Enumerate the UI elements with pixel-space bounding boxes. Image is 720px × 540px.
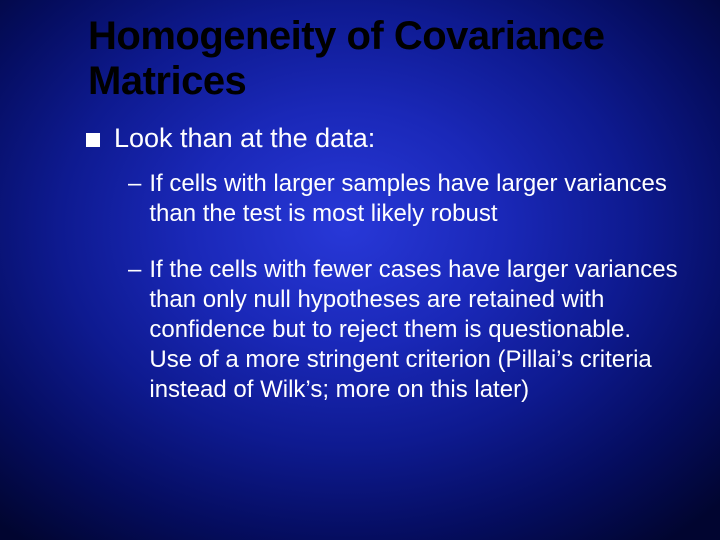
- sub-bullet-text: If cells with larger samples have larger…: [149, 169, 680, 229]
- square-bullet-icon: [86, 133, 100, 147]
- sub-bullet-item: – If the cells with fewer cases have lar…: [128, 255, 680, 405]
- dash-icon: –: [128, 255, 141, 285]
- slide: Homogeneity of Covariance Matrices Look …: [0, 0, 720, 540]
- sub-bullet-item: – If cells with larger samples have larg…: [128, 169, 680, 229]
- dash-icon: –: [128, 169, 141, 199]
- slide-title: Homogeneity of Covariance Matrices: [88, 14, 680, 104]
- bullet-text: Look than at the data:: [114, 122, 375, 156]
- sub-bullet-text: If the cells with fewer cases have large…: [149, 255, 680, 405]
- bullet-item: Look than at the data:: [86, 122, 680, 156]
